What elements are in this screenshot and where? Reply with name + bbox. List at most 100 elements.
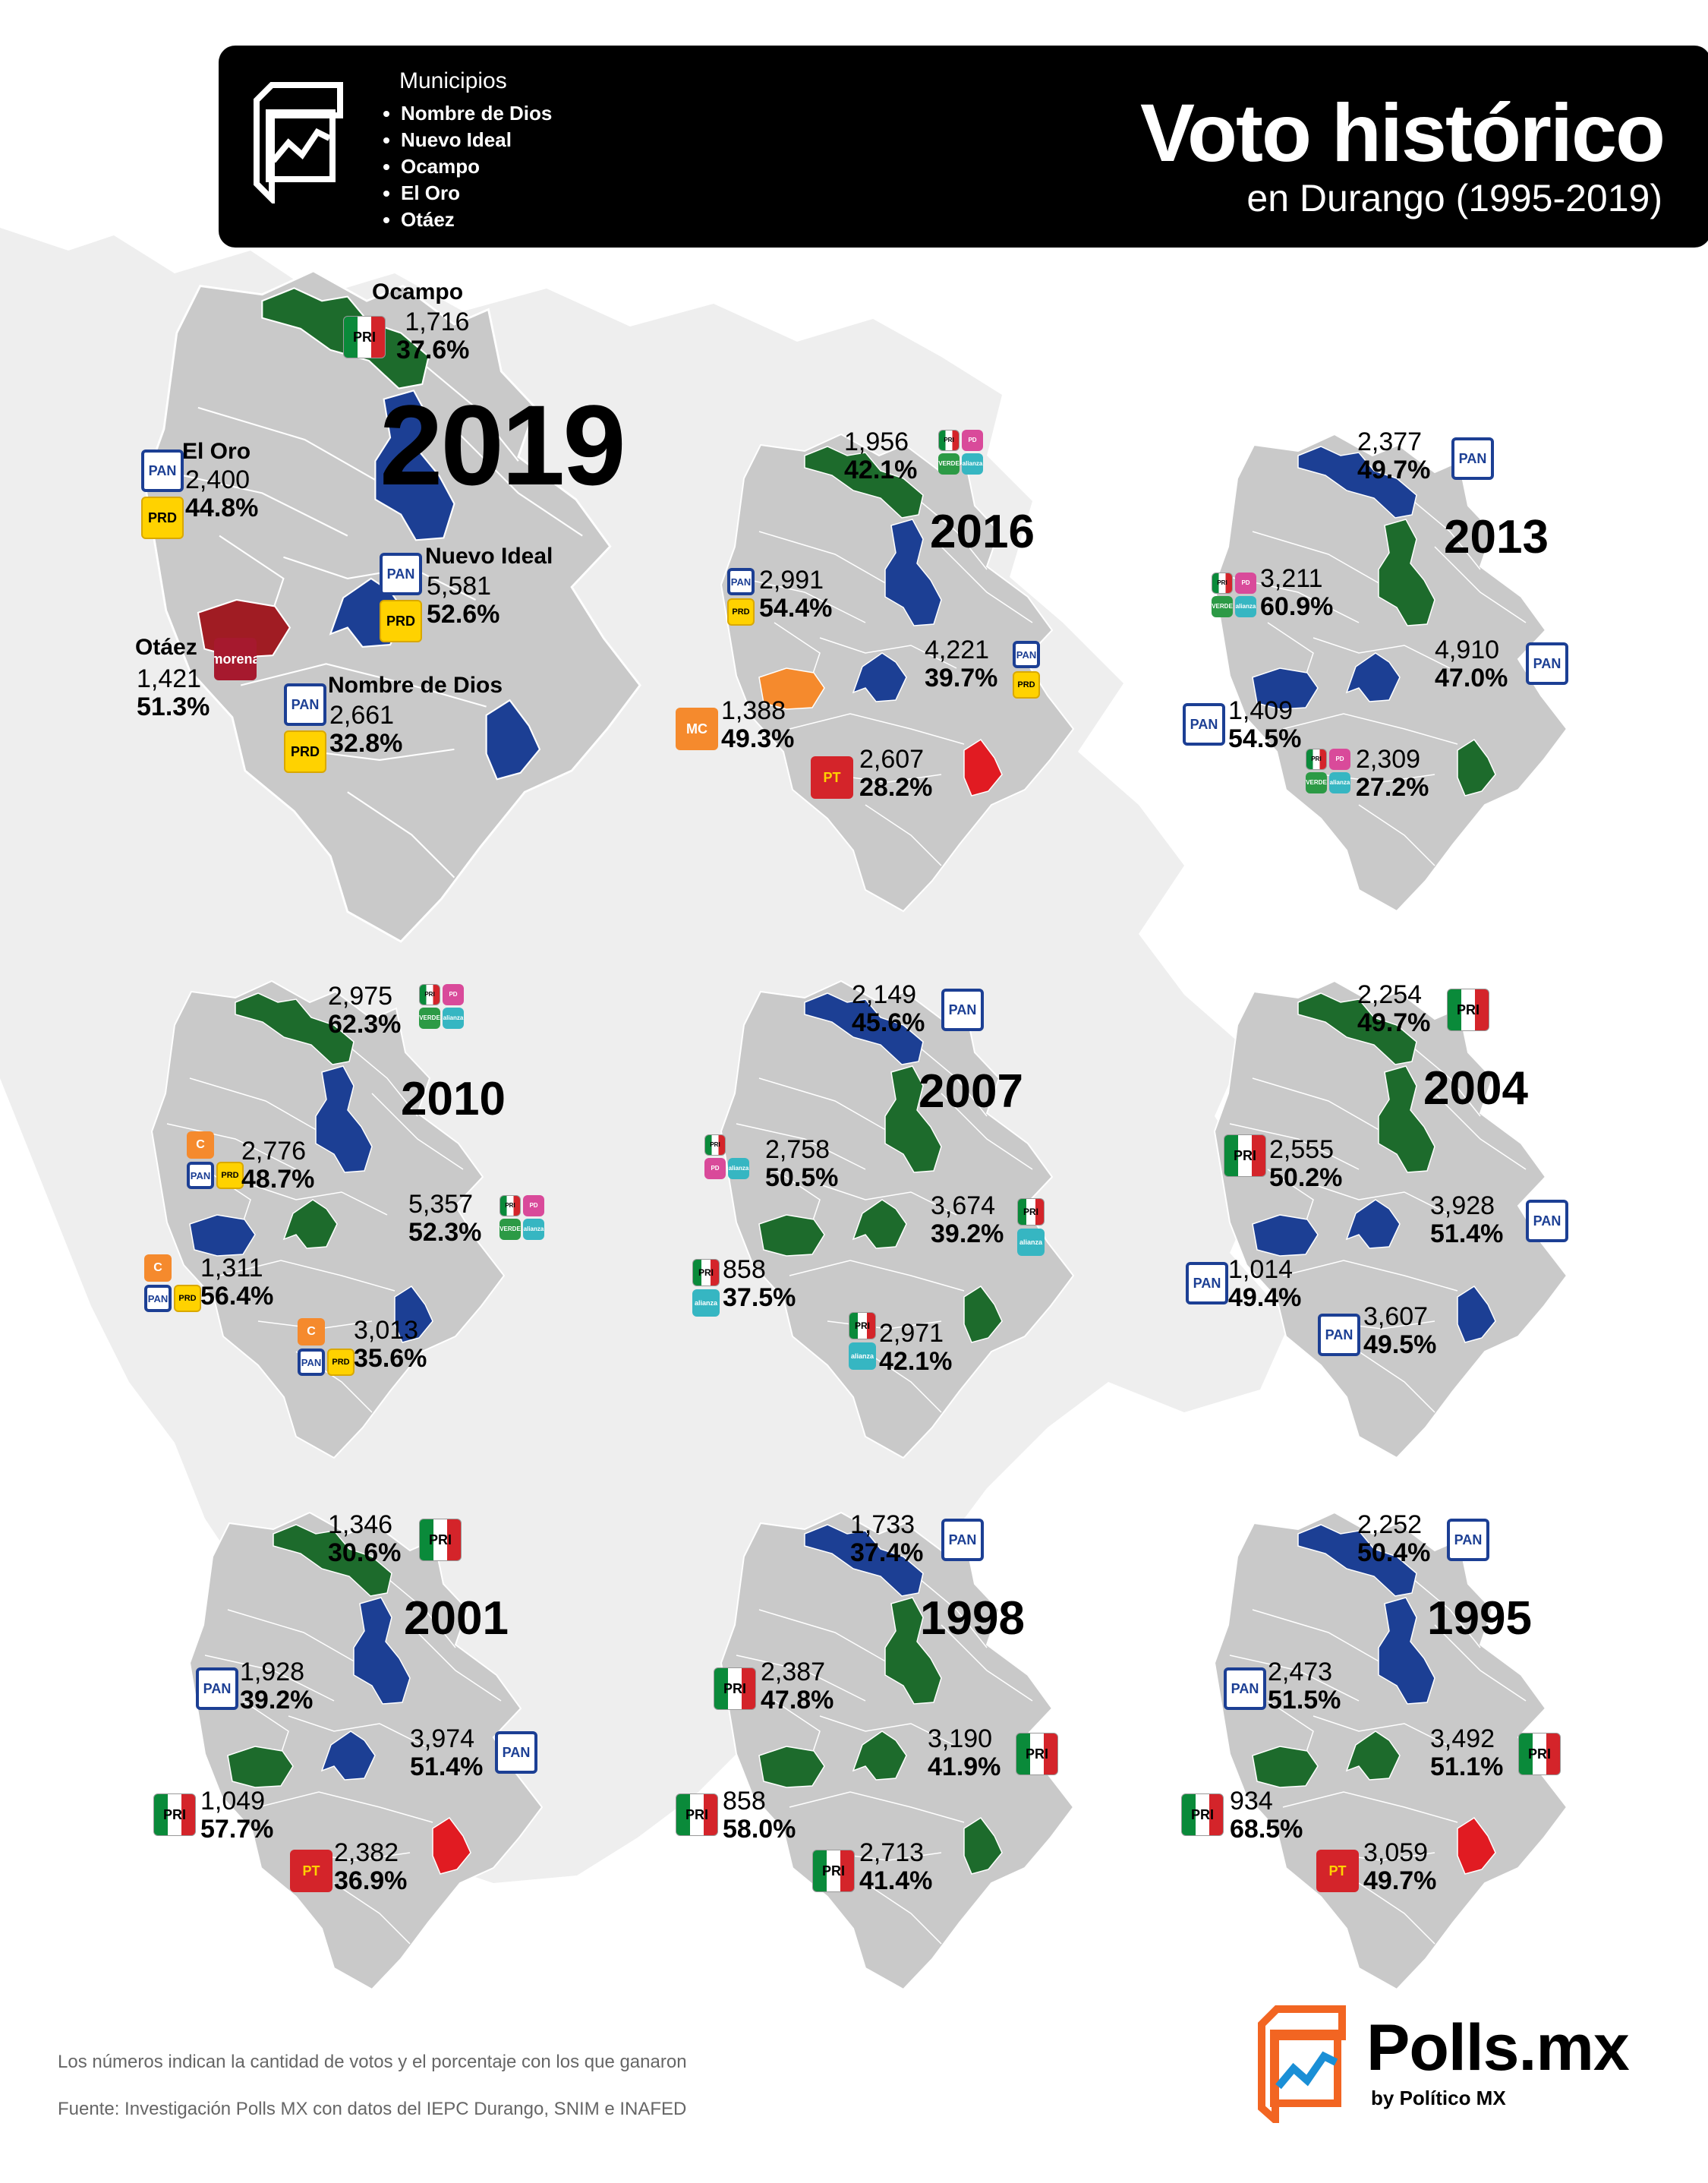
pan-logo-icon: PAN — [1013, 641, 1040, 668]
municipal-border — [1404, 1571, 1481, 1648]
municipality-Otaez — [227, 1746, 294, 1788]
pna-logo-icon: alianza — [1329, 772, 1350, 793]
page-subtitle: en Durango (1995-2019) — [1246, 177, 1662, 219]
pri-logo-icon: PRI — [849, 1312, 876, 1339]
party-logos: C PAN PRD — [144, 1254, 201, 1312]
party-logos: PAN PRD — [380, 553, 422, 642]
result-label: 3,211 60.9% — [1260, 564, 1334, 621]
party-logos: PAN — [941, 1519, 984, 1561]
municipal-border — [347, 791, 455, 879]
pan-logo-icon: PAN — [727, 568, 755, 595]
result-label: 2,387 47.8% — [761, 1658, 834, 1715]
durango-map — [150, 980, 506, 1459]
result-label: 1,956 42.1% — [844, 427, 918, 484]
municipality-ElOro — [1378, 519, 1435, 626]
municipal-border — [1252, 531, 1382, 585]
pt-logo-icon: PT — [1316, 1850, 1359, 1892]
prd-logo-icon: PRD — [327, 1349, 355, 1376]
municipal-border — [1434, 1624, 1527, 1702]
municipal-border — [865, 804, 942, 866]
year-title: 2013 — [1444, 511, 1549, 563]
municipal-border — [379, 1571, 456, 1648]
pri-logo-icon: PRI — [1447, 989, 1489, 1031]
municipal-border — [1252, 1077, 1382, 1132]
municipal-border — [941, 546, 1033, 623]
durango-map — [1213, 433, 1568, 913]
pan-logo-icon: PAN — [1318, 1314, 1360, 1356]
page-title: Voto histórico — [1140, 87, 1665, 178]
pan-logo-icon: PAN — [1526, 642, 1568, 685]
party-logos: PAN PRD — [141, 450, 184, 539]
party-logos: morena — [214, 638, 257, 680]
result-label: 3,190 41.9% — [928, 1724, 1001, 1781]
prd-logo-icon: PRD — [380, 600, 422, 642]
party-logos: PRI — [343, 316, 386, 358]
municipal-border — [1282, 1260, 1458, 1292]
result-label: 1,716 37.6% — [396, 308, 470, 364]
pd-logo-icon: PD — [1329, 749, 1350, 770]
year-title: 2007 — [919, 1065, 1023, 1118]
municipal-border — [189, 1077, 320, 1132]
municipal-border — [910, 1039, 988, 1117]
result-label: 1,388 49.3% — [721, 696, 795, 753]
municipal-border — [409, 1624, 502, 1702]
pna-logo-icon: alianza — [728, 1158, 749, 1179]
party-logos: PRI — [1181, 1793, 1224, 1836]
year-title: 1998 — [920, 1592, 1025, 1645]
municipality-ElOro — [1378, 1065, 1435, 1173]
convergencia-logo-icon: C — [187, 1131, 214, 1159]
party-logos: PRI alianza — [849, 1312, 876, 1370]
party-logos: PAN — [941, 989, 984, 1031]
year-title: 2001 — [404, 1592, 509, 1645]
municipality-NombreDeDios — [963, 1816, 1003, 1875]
result-label: 3,607 49.5% — [1363, 1302, 1437, 1359]
party-logos: PAN — [495, 1731, 537, 1774]
convergencia-logo-icon: C — [298, 1318, 325, 1345]
pan-logo-icon: PAN — [144, 1285, 172, 1312]
municipal-border — [736, 1655, 866, 1702]
pna-logo-icon: alianza — [849, 1342, 876, 1370]
map-2007 — [676, 972, 1101, 1459]
result-label: 2,473 51.5% — [1268, 1658, 1341, 1715]
prd-logo-icon: PRD — [216, 1162, 244, 1189]
municipality-NombreDeDios — [1457, 1816, 1496, 1875]
municipal-border — [411, 353, 519, 462]
result-label: 858 58.0% — [723, 1787, 796, 1844]
result-label: 2,713 41.4% — [859, 1838, 933, 1895]
municipality-NombreDeDios — [1457, 738, 1496, 797]
municipality-Otaez — [758, 667, 825, 710]
municipal-border — [240, 663, 487, 708]
municipality-Ocampo — [804, 446, 924, 519]
municipality-Ocampo — [1297, 446, 1417, 519]
municipio-item: Nombre de Dios — [401, 100, 552, 127]
pri-logo-icon: PRI — [1017, 1198, 1045, 1226]
party-logos: PRI — [419, 1519, 462, 1561]
pri-logo-icon: PRI — [1224, 1134, 1266, 1177]
municipal-border — [789, 1260, 965, 1292]
municipality-NuevoIdeal — [1345, 652, 1401, 702]
municipal-border — [789, 1791, 965, 1823]
municipal-border — [1282, 713, 1458, 745]
pan-logo-icon: PAN — [941, 989, 984, 1031]
municipal-border — [1313, 1184, 1451, 1216]
party-logos: PRI PD VERDE alianza — [1212, 573, 1256, 617]
municipal-border — [1282, 1791, 1458, 1823]
party-logos: C PAN PRD — [298, 1318, 355, 1376]
municipality-NuevoIdeal — [1345, 1730, 1401, 1781]
result-label: 2,149 45.6% — [852, 980, 925, 1037]
result-label: 1,311 56.4% — [200, 1254, 274, 1311]
municipal-border — [1313, 1715, 1451, 1747]
result-label: 1,409 54.5% — [1228, 696, 1302, 753]
party-logos: PAN — [1447, 1519, 1489, 1561]
pan-logo-icon: PAN — [1224, 1667, 1266, 1710]
municipality-NuevoIdeal — [282, 1199, 338, 1249]
municipality-ElOro — [884, 519, 942, 626]
result-label: 2,382 36.9% — [334, 1838, 408, 1895]
map-1998 — [676, 1503, 1101, 1991]
municipality-Ocampo — [235, 992, 355, 1065]
result-label: 4,221 39.7% — [925, 636, 998, 692]
party-logos: PRI — [812, 1850, 855, 1892]
durango-map — [720, 433, 1075, 913]
municipal-border — [758, 1077, 889, 1132]
party-logos: PRI — [676, 1793, 718, 1836]
